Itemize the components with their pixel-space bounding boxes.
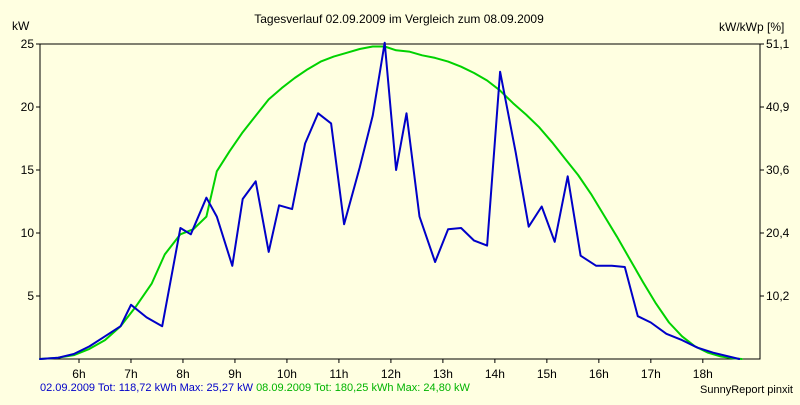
y-right-tick-label: 20,4 — [766, 226, 790, 240]
y-right-tick-label: 30,6 — [766, 163, 790, 177]
plot-frame — [36, 43, 764, 363]
right-axis-unit: kW/kWp [%] — [719, 20, 784, 34]
brand-label: SunnyReport pinxit — [700, 384, 793, 396]
x-tick-labels: 6h 7h 8h 9h 10h 11h 12h 13h 14h 15h 16h 17h 18h — [72, 367, 713, 381]
left-tick-labels: 5 10 15 20 25 — [21, 37, 35, 303]
y-right-tick-label: 40,9 — [766, 100, 790, 114]
x-tick-label: 6h — [72, 367, 85, 381]
x-tick-label: 14h — [485, 367, 505, 381]
y-right-tick-label: 10,2 — [766, 289, 790, 303]
x-tick-label: 16h — [589, 367, 609, 381]
left-axis-unit: kW — [12, 19, 30, 33]
legend-series-1: 02.09.2009 Tot: 118,72 kWh Max: 25,27 kW — [40, 382, 253, 394]
x-tick-label: 17h — [641, 367, 661, 381]
y-tick-label: 15 — [21, 163, 35, 177]
x-tick-label: 10h — [277, 367, 297, 381]
footer-legend: 02.09.2009 Tot: 118,72 kWh Max: 25,27 kW… — [40, 382, 470, 394]
series-layer — [39, 41, 743, 360]
y-tick-label: 10 — [21, 226, 35, 240]
y-tick-label: 5 — [27, 289, 34, 303]
y-tick-label: 20 — [21, 100, 35, 114]
x-tick-label: 18h — [693, 367, 713, 381]
right-tick-labels: 10,2 20,4 30,6 40,9 51,1 — [766, 37, 790, 303]
x-tick-label: 9h — [228, 367, 241, 381]
y-tick-label: 25 — [21, 37, 35, 51]
x-tick-label: 11h — [329, 367, 348, 381]
x-tick-label: 15h — [537, 367, 557, 381]
x-tick-label: 13h — [433, 367, 453, 381]
legend-series-2: 08.09.2009 Tot: 180,25 kWh Max: 24,80 kW — [256, 382, 470, 394]
x-tick-label: 8h — [176, 367, 189, 381]
chart-title: Tagesverlauf 02.09.2009 im Vergleich zum… — [254, 12, 544, 26]
y-right-tick-label: 51,1 — [766, 37, 790, 51]
x-tick-label: 7h — [124, 367, 137, 381]
series-line-1 — [39, 41, 741, 360]
plot-area — [39, 43, 761, 360]
x-tick-label: 12h — [381, 367, 401, 381]
